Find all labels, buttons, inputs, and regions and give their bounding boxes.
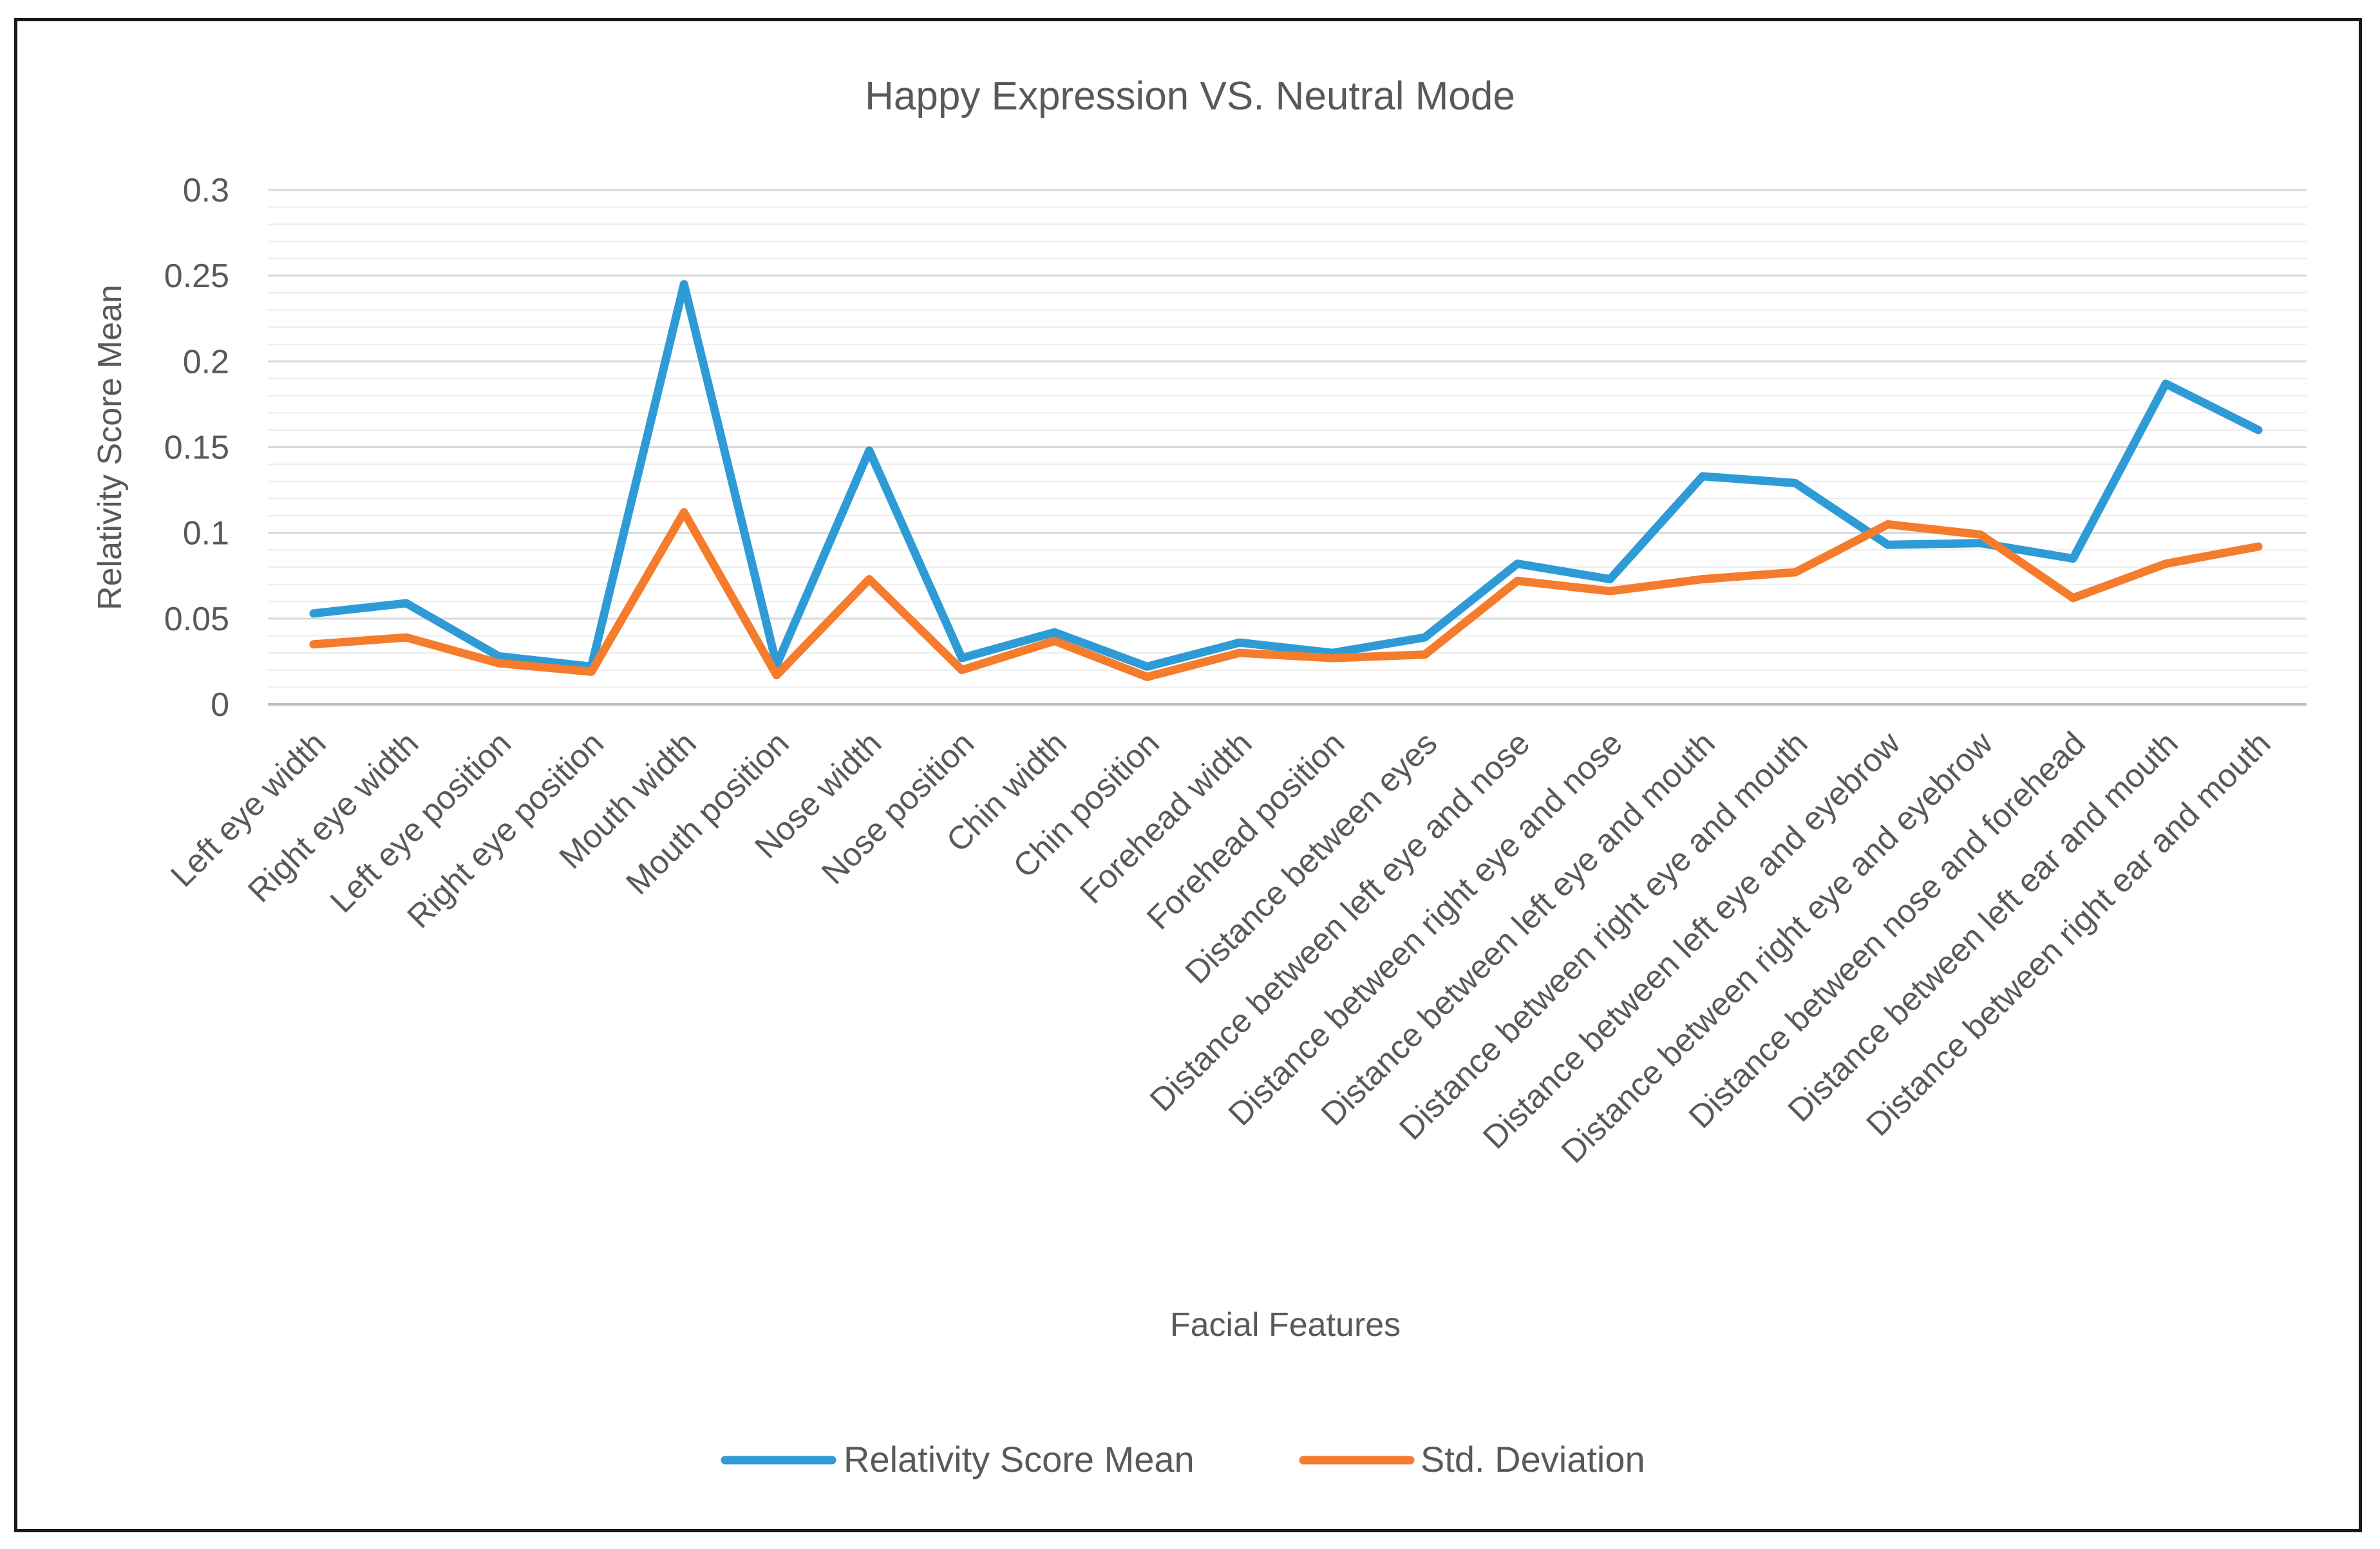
y-tick-label: 0.05: [164, 601, 229, 638]
y-tick-label: 0.15: [164, 429, 229, 467]
legend-label: Relativity Score Mean: [844, 1439, 1195, 1479]
x-tick-label: Forehead width: [1073, 724, 1259, 910]
y-tick-label: 0: [211, 686, 229, 724]
legend: Relativity Score Mean Std. Deviation: [721, 1439, 1645, 1479]
x-tick-label: Mouth position: [619, 724, 796, 901]
series-lines: [309, 280, 2263, 681]
legend-item: Std. Deviation: [1299, 1439, 1645, 1479]
series-line-relativity-score-mean: [309, 280, 2263, 671]
legend-label: Std. Deviation: [1421, 1439, 1645, 1479]
legend-item: Relativity Score Mean: [721, 1439, 1195, 1479]
series-line-std-deviation: [309, 508, 2263, 681]
x-axis-label: Facial Features: [1170, 1306, 1401, 1344]
x-tick-label: Right eye width: [241, 724, 426, 909]
chart-frame: Happy Expression VS. Neutral Mode 0 0.05 0…: [14, 18, 2362, 1532]
y-axis-ticks: 0 0.05 0.1 0.15 0.2 0.25 0.3: [164, 172, 229, 724]
chart-title: Happy Expression VS. Neutral Mode: [865, 74, 1515, 118]
y-tick-label: 0.3: [183, 172, 229, 209]
x-tick-label: Distance between right eye and eyebrow: [1554, 724, 2000, 1170]
y-tick-label: 0.25: [164, 258, 229, 295]
line-chart: Happy Expression VS. Neutral Mode 00.050…: [91, 74, 2307, 1479]
gridlines: [268, 189, 2307, 706]
y-tick-label: 0.1: [183, 515, 229, 552]
y-tick-label: 0.2: [183, 343, 229, 380]
y-axis-label: Relativity Score Mean: [91, 285, 129, 610]
